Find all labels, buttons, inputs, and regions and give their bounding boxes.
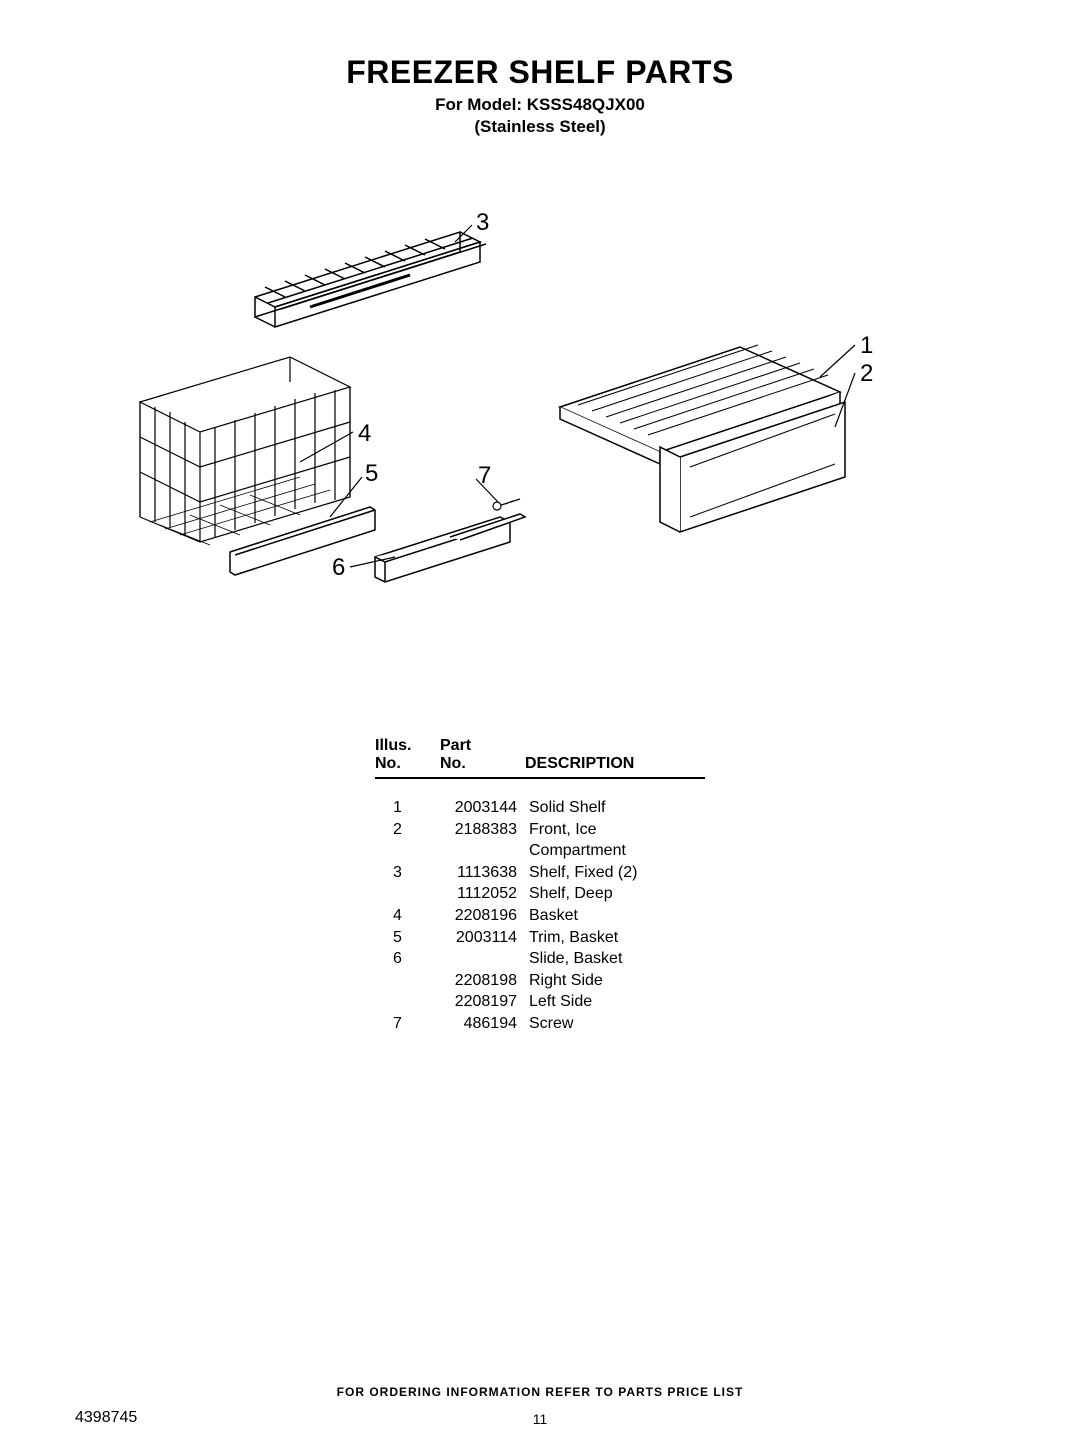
cell-illus: 1 bbox=[375, 797, 440, 819]
cell-part: 2208197 bbox=[440, 991, 525, 1013]
cell-illus: 3 bbox=[375, 862, 440, 884]
diagram-label-3: 3 bbox=[476, 209, 489, 237]
cell-illus bbox=[375, 883, 440, 905]
page-title: Freezer Shelf Parts bbox=[0, 54, 1080, 91]
cell-illus bbox=[375, 970, 440, 992]
wire-shelf-icon bbox=[255, 232, 486, 327]
cell-desc: Screw bbox=[525, 1013, 705, 1035]
cell-desc: Compartment bbox=[525, 840, 705, 862]
trim-basket-icon bbox=[230, 507, 375, 575]
cell-part: 2208198 bbox=[440, 970, 525, 992]
parts-diagram: 3 1 2 4 5 7 6 bbox=[100, 177, 980, 677]
cell-desc: Right Side bbox=[525, 970, 705, 992]
slide-basket-icon bbox=[375, 514, 525, 582]
table-row: Compartment bbox=[375, 840, 705, 862]
header-part: PartNo. bbox=[440, 737, 525, 773]
model-subtitle: For Model: KSSS48QJX00 bbox=[0, 95, 1080, 115]
cell-desc: Left Side bbox=[525, 991, 705, 1013]
cell-part bbox=[440, 948, 525, 970]
cell-part: 2208196 bbox=[440, 905, 525, 927]
header-desc: DESCRIPTION bbox=[525, 755, 705, 773]
cell-illus bbox=[375, 991, 440, 1013]
footer-page-number: 11 bbox=[0, 1411, 1080, 1427]
table-row: 2208197Left Side bbox=[375, 991, 705, 1013]
parts-table: Illus.No. PartNo. DESCRIPTION 12003144So… bbox=[375, 737, 705, 1035]
cell-part: 2003114 bbox=[440, 927, 525, 949]
cell-illus: 7 bbox=[375, 1013, 440, 1035]
cell-part bbox=[440, 840, 525, 862]
cell-desc: Solid Shelf bbox=[525, 797, 705, 819]
solid-shelf-icon bbox=[560, 345, 845, 532]
cell-part: 1112052 bbox=[440, 883, 525, 905]
cell-desc: Slide, Basket bbox=[525, 948, 705, 970]
cell-illus bbox=[375, 840, 440, 862]
diagram-label-1: 1 bbox=[860, 332, 873, 360]
diagram-svg bbox=[100, 177, 980, 677]
diagram-label-4: 4 bbox=[358, 420, 371, 448]
table-row: 12003144Solid Shelf bbox=[375, 797, 705, 819]
table-body: 12003144Solid Shelf22188383Front, IceCom… bbox=[375, 797, 705, 1035]
diagram-label-7: 7 bbox=[478, 462, 491, 490]
table-row: 31113638Shelf, Fixed (2) bbox=[375, 862, 705, 884]
cell-desc: Basket bbox=[525, 905, 705, 927]
table-row: 6 Slide, Basket bbox=[375, 948, 705, 970]
cell-desc: Shelf, Fixed (2) bbox=[525, 862, 705, 884]
cell-illus: 6 bbox=[375, 948, 440, 970]
table-row: 1112052Shelf, Deep bbox=[375, 883, 705, 905]
cell-illus: 4 bbox=[375, 905, 440, 927]
table-row: 22188383Front, Ice bbox=[375, 819, 705, 841]
header-illus: Illus.No. bbox=[375, 737, 440, 773]
table-row: 2208198Right Side bbox=[375, 970, 705, 992]
cell-desc: Shelf, Deep bbox=[525, 883, 705, 905]
diagram-label-5: 5 bbox=[365, 460, 378, 488]
table-row: 7486194Screw bbox=[375, 1013, 705, 1035]
cell-illus: 5 bbox=[375, 927, 440, 949]
diagram-label-2: 2 bbox=[860, 360, 873, 388]
cell-part: 1113638 bbox=[440, 862, 525, 884]
finish-subtitle: (Stainless Steel) bbox=[0, 117, 1080, 137]
table-row: 52003114Trim, Basket bbox=[375, 927, 705, 949]
cell-illus: 2 bbox=[375, 819, 440, 841]
table-header: Illus.No. PartNo. DESCRIPTION bbox=[375, 737, 705, 779]
cell-desc: Front, Ice bbox=[525, 819, 705, 841]
cell-part: 2003144 bbox=[440, 797, 525, 819]
cell-desc: Trim, Basket bbox=[525, 927, 705, 949]
cell-part: 486194 bbox=[440, 1013, 525, 1035]
diagram-label-6: 6 bbox=[332, 554, 345, 582]
cell-part: 2188383 bbox=[440, 819, 525, 841]
table-row: 42208196Basket bbox=[375, 905, 705, 927]
